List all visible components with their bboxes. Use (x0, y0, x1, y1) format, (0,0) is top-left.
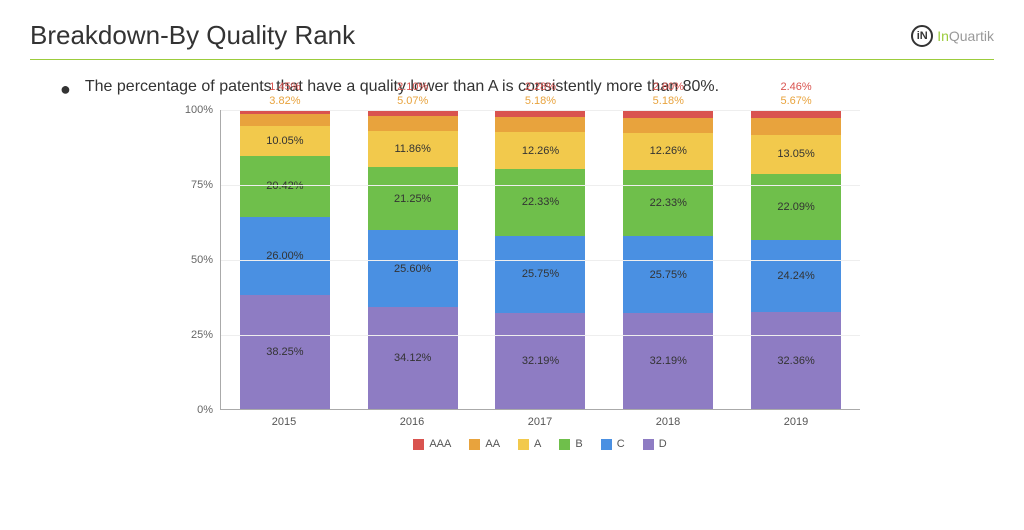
seg-label-aaa: 1.45% (240, 80, 330, 94)
legend-label: AA (485, 438, 500, 450)
logo-text: InQuartik (937, 28, 994, 44)
seg-label-aa: 5.67% (751, 94, 841, 108)
y-tick-label: 100% (185, 104, 221, 116)
legend-swatch (601, 439, 612, 450)
seg-label-aa: 5.18% (495, 94, 585, 108)
x-tick-label: 2015 (239, 416, 329, 428)
bar-segment-a: 10.05% (240, 126, 330, 156)
bar-segment-b: 22.33% (623, 170, 713, 237)
legend-swatch (469, 439, 480, 450)
seg-label-aaa: 2.46% (751, 80, 841, 94)
bar-segment-aa (751, 118, 841, 135)
legend-label: AAA (429, 438, 451, 450)
overflow-labels: 2.60%5.18% (623, 80, 713, 110)
gridline (221, 260, 860, 261)
bar-segment-aa (623, 118, 713, 133)
bar-segment-c: 25.75% (623, 236, 713, 313)
bar-segment-b: 22.33% (495, 169, 585, 236)
bar-segment-aaa (751, 110, 841, 117)
overflow-labels: 2.28%5.18% (495, 80, 585, 110)
legend-swatch (413, 439, 424, 450)
legend-item-aa: AA (469, 438, 500, 450)
seg-label-aaa: 2.60% (623, 80, 713, 94)
y-tick-label: 25% (191, 329, 221, 341)
bar-segment-d: 32.19% (623, 313, 713, 409)
bar-segment-d: 34.12% (368, 307, 458, 409)
overflow-labels: 1.45%3.82% (240, 80, 330, 110)
bar-segment-d: 32.36% (751, 312, 841, 409)
page-title: Breakdown-By Quality Rank (30, 20, 355, 51)
bullet-marker: ● (60, 78, 71, 100)
header: Breakdown-By Quality Rank iN InQuartik (30, 20, 994, 60)
bar-segment-aaa (495, 110, 585, 117)
gridline (221, 110, 860, 111)
overflow-labels: 2.46%5.67% (751, 80, 841, 110)
y-tick-label: 0% (197, 404, 221, 416)
legend-label: D (659, 438, 667, 450)
seg-label-aa: 3.82% (240, 94, 330, 108)
legend-item-a: A (518, 438, 541, 450)
bar-segment-a: 13.05% (751, 135, 841, 174)
bar-segment-aa (368, 116, 458, 131)
logo-icon: iN (911, 25, 933, 47)
x-tick-label: 2019 (751, 416, 841, 428)
quality-rank-chart: 1.45%3.82%10.05%20.42%26.00%38.25%2.10%5… (220, 110, 860, 450)
legend-label: C (617, 438, 625, 450)
bar-segment-b: 22.09% (751, 174, 841, 240)
legend-item-c: C (601, 438, 625, 450)
x-axis: 2015 2016 2017 2018 2019 (220, 416, 860, 428)
legend-swatch (643, 439, 654, 450)
bar-segment-aa (240, 114, 330, 125)
legend-item-aaa: AAA (413, 438, 451, 450)
bar-segment-a: 12.26% (495, 132, 585, 169)
bar-segment-b: 21.25% (368, 167, 458, 231)
bar-segment-c: 25.60% (368, 230, 458, 307)
seg-label-aaa: 2.10% (368, 80, 458, 94)
legend-label: A (534, 438, 541, 450)
legend-item-b: B (559, 438, 582, 450)
seg-label-aa: 5.18% (623, 94, 713, 108)
bar-segment-c: 26.00% (240, 217, 330, 295)
bar-segment-a: 11.86% (368, 131, 458, 166)
gridline (221, 335, 860, 336)
gridline (221, 185, 860, 186)
bar-segment-d: 32.19% (495, 313, 585, 409)
seg-label-aaa: 2.28% (495, 80, 585, 94)
legend-label: B (575, 438, 582, 450)
brand-logo: iN InQuartik (911, 25, 994, 47)
x-tick-label: 2018 (623, 416, 713, 428)
legend-swatch (559, 439, 570, 450)
bar-segment-c: 25.75% (495, 236, 585, 313)
bar-segment-aaa (623, 110, 713, 118)
bar-segment-c: 24.24% (751, 240, 841, 312)
bar-segment-a: 12.26% (623, 133, 713, 170)
y-tick-label: 50% (191, 254, 221, 266)
x-tick-label: 2017 (495, 416, 585, 428)
legend-item-d: D (643, 438, 667, 450)
plot-area: 1.45%3.82%10.05%20.42%26.00%38.25%2.10%5… (220, 110, 860, 410)
bar-segment-aa (495, 117, 585, 132)
overflow-labels: 2.10%5.07% (368, 80, 458, 110)
legend: AAAAAABCD (220, 438, 860, 450)
bar-segment-b: 20.42% (240, 156, 330, 217)
seg-label-aa: 5.07% (368, 94, 458, 108)
bar-segment-d: 38.25% (240, 295, 330, 409)
legend-swatch (518, 439, 529, 450)
x-tick-label: 2016 (367, 416, 457, 428)
y-tick-label: 75% (191, 179, 221, 191)
